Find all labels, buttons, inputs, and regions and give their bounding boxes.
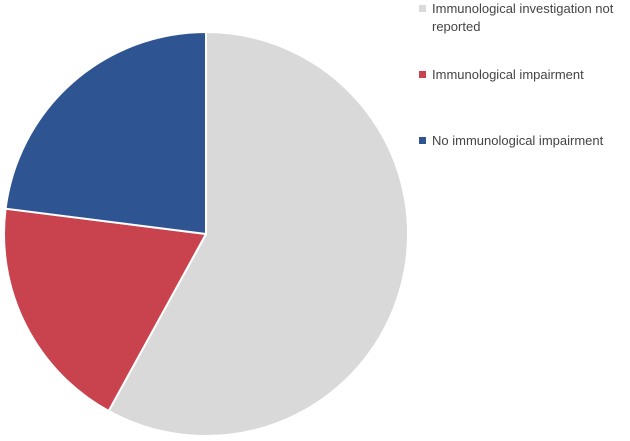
legend-swatch-no-impairment: [419, 137, 426, 144]
legend-item-no-impairment: No immunological impairment: [419, 132, 627, 150]
legend-item-not-reported: Immunological investigation not reported: [419, 0, 627, 36]
legend-label-no-impairment: No immunological impairment: [432, 133, 604, 148]
legend-label-impairment: Immunological impairment: [432, 67, 584, 82]
legend-label-not-reported: Immunological investigation not reported: [432, 1, 614, 34]
legend-item-impairment: Immunological impairment: [419, 66, 627, 84]
pie-slice-no-impairment: [4, 31, 207, 235]
pie-slice-impairment: [3, 207, 207, 413]
pie-slice-not-reported: [107, 31, 409, 437]
legend-swatch-not-reported: [419, 5, 426, 12]
legend-swatch-impairment: [419, 71, 426, 78]
